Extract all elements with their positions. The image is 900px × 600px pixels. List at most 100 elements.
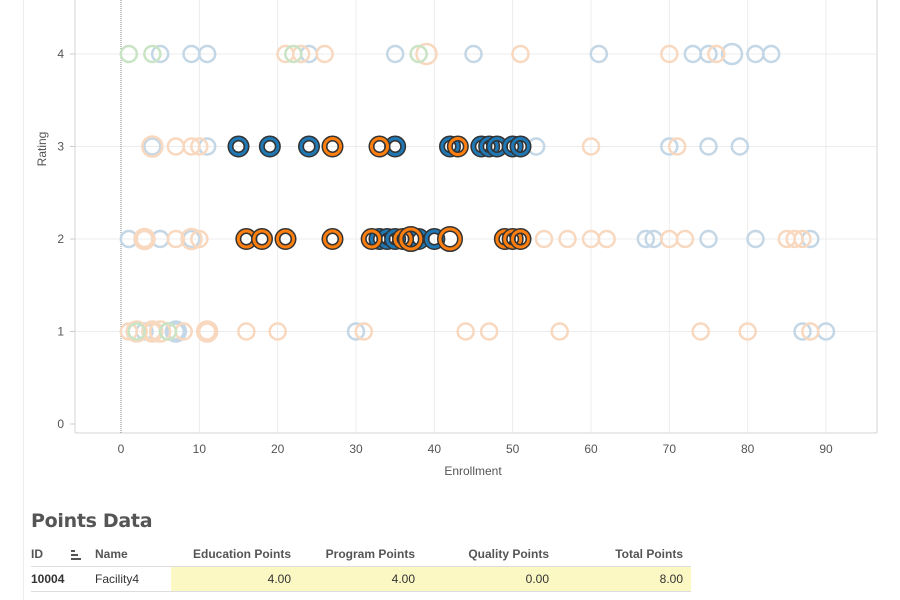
data-point [276, 229, 295, 249]
x-tick-label: 50 [506, 442, 520, 456]
data-point [148, 320, 172, 343]
data-point [660, 44, 679, 64]
data-point [195, 320, 219, 343]
data-point [370, 137, 389, 156]
table-header-row: ID Name Education Points Program Points … [31, 542, 691, 567]
x-tick-label: 10 [193, 442, 207, 456]
y-tick-label: 3 [57, 140, 64, 154]
table-row[interactable]: 10004 Facility4 4.00 4.00 0.00 8.00 [31, 566, 691, 592]
data-point [456, 322, 475, 341]
cell-total-points: 8.00 [557, 566, 691, 592]
y-tick-label: 1 [57, 325, 64, 339]
data-point [675, 229, 695, 249]
data-point [440, 137, 460, 156]
column-header-education-points[interactable]: Education Points [192, 547, 291, 561]
sort-button[interactable] [69, 542, 87, 567]
data-point [291, 44, 311, 64]
x-axis-title: Enrollment [444, 464, 502, 478]
data-point [229, 137, 248, 156]
enrollment-rating-scatter-chart: 0 10 20 30 40 50 60 70 80 90 0 1 2 3 4 Enrollment Rati… [35, 0, 878, 478]
data-point [141, 320, 164, 343]
points-data-table: ID Name Education Points Program Points … [31, 542, 691, 592]
data-point [746, 229, 765, 249]
data-point [415, 42, 438, 66]
faded-marks [119, 42, 836, 343]
data-point [761, 44, 781, 64]
data-point [707, 44, 726, 64]
data-point [660, 137, 679, 156]
data-point [730, 137, 750, 156]
data-point [284, 44, 303, 64]
data-point [166, 322, 186, 341]
x-tick-label: 0 [118, 442, 125, 456]
column-header-program-points[interactable]: Program Points [325, 547, 415, 561]
data-point [581, 137, 601, 156]
x-tick-label: 30 [349, 442, 363, 456]
column-header-id[interactable]: ID [31, 547, 43, 561]
data-point [133, 227, 156, 251]
data-point [503, 229, 523, 249]
cell-quality-points: 0.00 [423, 566, 557, 592]
data-point [143, 44, 162, 64]
y-tick-label: 0 [57, 417, 64, 431]
data-point [323, 137, 342, 156]
data-point [699, 137, 718, 156]
data-point [197, 322, 217, 341]
data-point [438, 227, 462, 251]
data-point [197, 44, 217, 64]
cell-program-points: 4.00 [299, 566, 423, 592]
data-point [667, 137, 687, 156]
data-point [354, 322, 374, 341]
data-point [180, 227, 203, 251]
data-point [479, 322, 499, 341]
data-point [511, 229, 530, 249]
data-point [720, 42, 744, 66]
x-tick-label: 40 [428, 442, 442, 456]
column-header-quality-points[interactable]: Quality Points [468, 547, 549, 561]
data-point [141, 135, 164, 158]
column-header-name[interactable]: Name [95, 547, 128, 561]
data-point [166, 229, 186, 249]
data-point [362, 229, 382, 249]
data-point [127, 322, 146, 341]
data-point [158, 322, 178, 341]
data-point [534, 229, 554, 249]
data-point [164, 320, 188, 343]
cell-name: Facility4 [87, 566, 171, 592]
axes: 0 10 20 30 40 50 60 70 80 90 0 1 2 3 4 [57, 0, 878, 456]
data-point [550, 322, 569, 341]
data-point [385, 44, 405, 64]
data-point [135, 229, 154, 249]
x-tick-label: 60 [584, 442, 598, 456]
data-point [346, 322, 366, 341]
data-point [268, 322, 287, 341]
data-point [119, 44, 139, 64]
data-point [801, 322, 820, 341]
x-tick-label: 90 [819, 442, 833, 456]
data-point [299, 137, 319, 156]
data-point [636, 229, 656, 249]
data-point [558, 229, 577, 249]
data-point [190, 137, 209, 156]
data-point [793, 229, 812, 249]
data-point [511, 137, 530, 156]
data-point [315, 44, 334, 64]
data-point [237, 322, 256, 341]
panel-left-border [23, 0, 24, 600]
x-tick-label: 20 [271, 442, 285, 456]
cell-education-points: 4.00 [171, 566, 299, 592]
data-point [409, 44, 428, 64]
grid [75, 0, 877, 433]
data-point [150, 44, 170, 64]
column-header-total-points[interactable]: Total Points [615, 547, 683, 561]
y-tick-label: 2 [57, 232, 64, 246]
cell-id: 10004 [31, 566, 87, 592]
data-point [691, 322, 710, 341]
y-tick-label: 4 [57, 47, 64, 61]
data-point [785, 229, 804, 249]
data-point [143, 137, 162, 156]
data-point [399, 227, 423, 251]
data-point [793, 322, 812, 341]
data-point [597, 229, 616, 249]
x-tick-label: 80 [741, 442, 755, 456]
